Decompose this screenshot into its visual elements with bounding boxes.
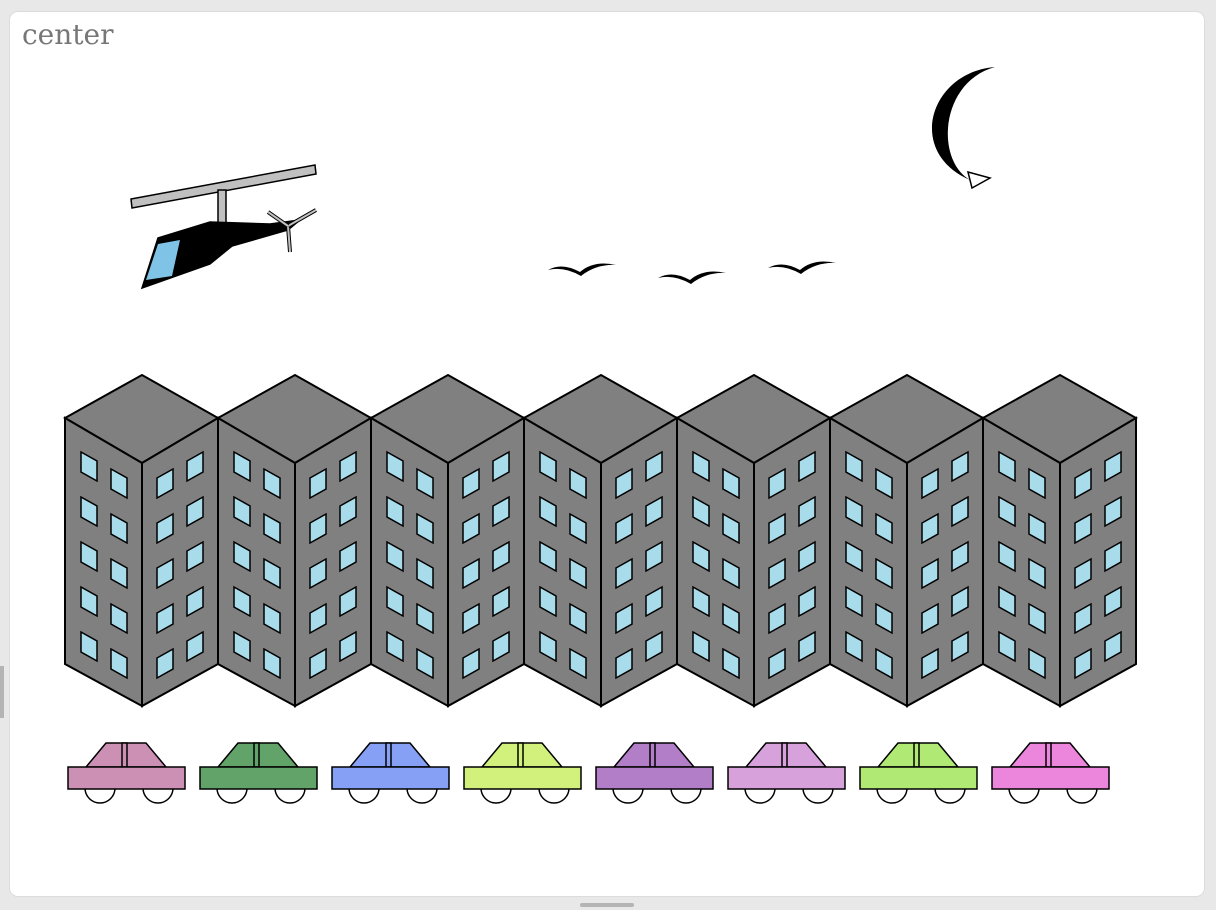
building-icon: [521, 373, 679, 708]
panel-label: center: [22, 18, 114, 51]
canvas-panel: center: [10, 12, 1204, 896]
building-icon: [980, 373, 1138, 708]
building-icon: [62, 373, 220, 708]
helicopter-icon: [130, 164, 317, 290]
city-scene: [62, 67, 1138, 804]
car-icon: [727, 742, 846, 804]
bird-icon: [658, 271, 726, 284]
building-icon: [215, 373, 373, 708]
car-icon: [331, 742, 450, 804]
resize-handle[interactable]: [580, 903, 634, 907]
car-icon: [199, 742, 318, 804]
building-icon: [827, 373, 985, 708]
crescent-moon-icon: [931, 67, 995, 190]
building-icon: [368, 373, 526, 708]
car-icon: [463, 742, 582, 804]
building-icon: [674, 373, 832, 708]
car-icon: [991, 742, 1110, 804]
side-resize-handle[interactable]: [0, 666, 4, 718]
bird-icon: [548, 263, 616, 276]
car-icon: [595, 742, 714, 804]
car-icon: [859, 742, 978, 804]
bird-icon: [768, 261, 836, 274]
car-icon: [67, 742, 186, 804]
